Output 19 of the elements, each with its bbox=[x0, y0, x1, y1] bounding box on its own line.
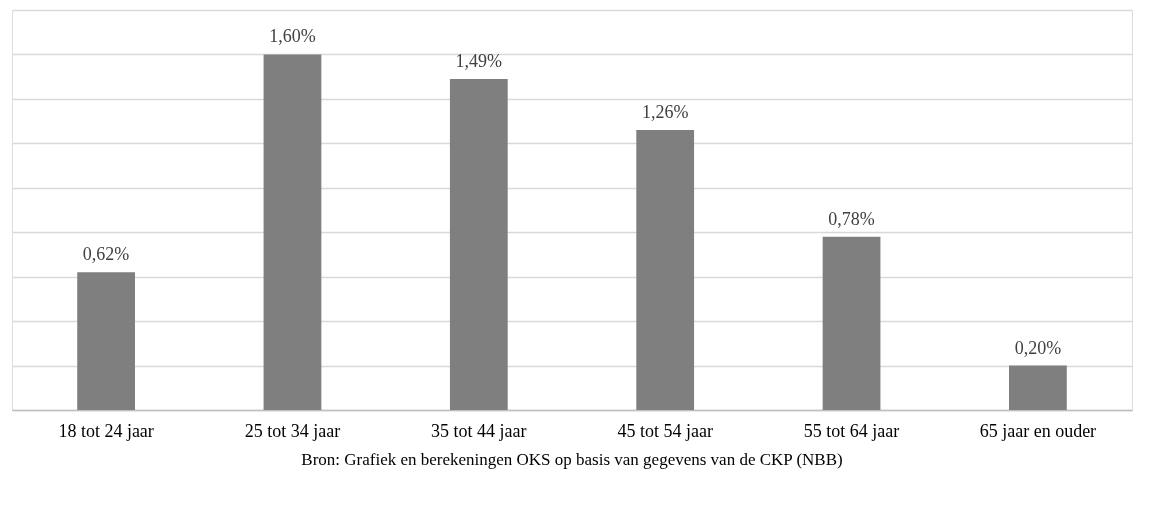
data-label: 0,78% bbox=[828, 208, 875, 229]
x-tick-label: 65 jaar en ouder bbox=[979, 420, 1097, 441]
data-label: 0,20% bbox=[1014, 337, 1062, 358]
data-label: 1,26% bbox=[641, 102, 689, 122]
x-tick-label: 45 tot 54 jaar bbox=[617, 420, 713, 441]
data-label: 1,49% bbox=[455, 50, 503, 71]
bar bbox=[636, 130, 695, 410]
bar bbox=[77, 272, 135, 410]
x-tick-label: 35 tot 44 jaar bbox=[431, 420, 527, 441]
text: Bron: Grafiek en berekeningen OKS op basis van gegevens van de CKP (NBB) bbox=[301, 450, 843, 469]
data-label: 1,60% bbox=[269, 26, 316, 47]
data-label: 0,62% bbox=[82, 244, 130, 265]
bar bbox=[449, 78, 508, 410]
bar bbox=[263, 54, 322, 410]
x-tick-label: 55 tot 64 jaar bbox=[803, 420, 900, 441]
x-tick-label: 18 tot 24 jaar bbox=[58, 420, 154, 441]
x-tick-label: 25 tot 34 jaar bbox=[244, 420, 341, 441]
bar bbox=[1009, 365, 1067, 410]
bar bbox=[822, 236, 881, 410]
